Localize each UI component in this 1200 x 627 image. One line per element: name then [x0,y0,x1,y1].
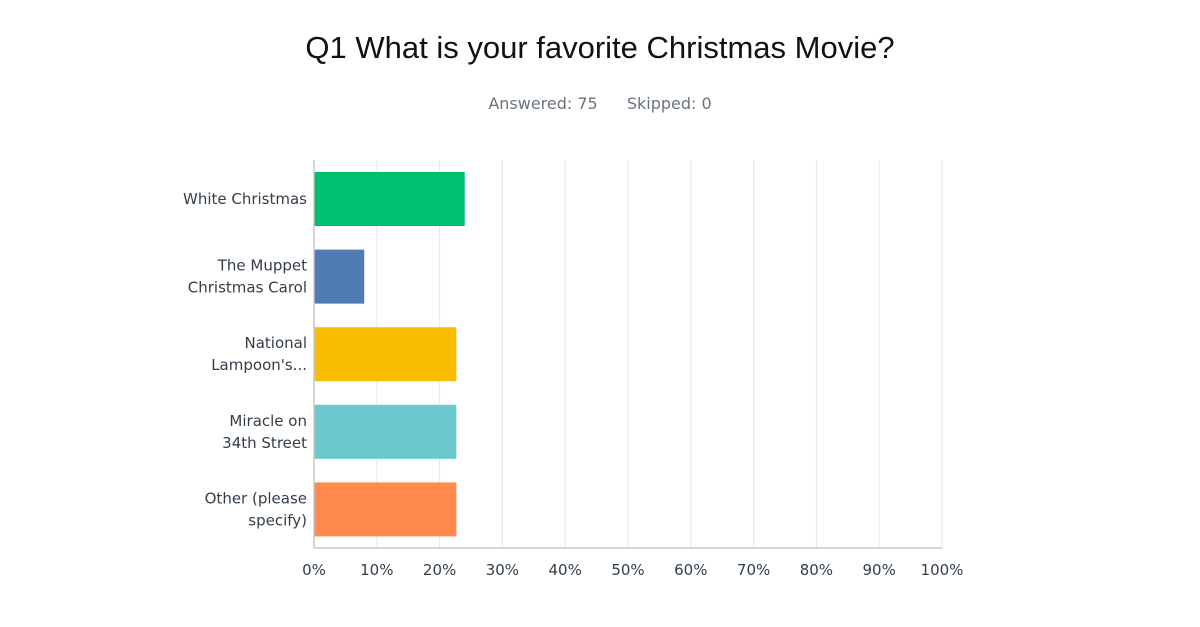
answered-count: Answered: 75 [488,94,598,113]
bar [314,327,457,382]
x-tick-label: 30% [486,561,519,579]
x-tick-label: 60% [674,561,707,579]
category-label: National [244,334,307,352]
category-label: specify) [248,511,307,529]
gridlines [376,160,943,548]
x-tick-label: 20% [423,561,456,579]
axes [313,160,942,549]
bar [314,249,365,304]
response-stats: Answered: 75 Skipped: 0 [0,94,1200,113]
category-label: Lampoon's... [211,356,307,374]
category-label: The Muppet [217,257,307,275]
x-tick-label: 10% [360,561,393,579]
skipped-count: Skipped: 0 [626,94,712,113]
x-tick-label: 50% [611,561,644,579]
category-label: Other (please [205,489,307,507]
category-label: Miracle on [229,412,307,430]
x-tick-label: 40% [549,561,582,579]
chart-title: Q1 What is your favorite Christmas Movie… [305,30,895,65]
category-label: White Christmas [183,190,307,208]
x-tick-label: 90% [863,561,896,579]
x-tick-label: 0% [302,561,326,579]
bars [314,172,465,537]
bar [314,404,457,459]
category-labels: White Christmas The Muppet Christmas Carol… [183,190,307,529]
tick-labels: 0% 10% 20% 30% 40% 50% 60% 70% 80% 90% 100% [302,561,963,579]
category-label: Christmas Carol [188,279,307,297]
bar [314,482,457,537]
category-label: 34th Street [222,434,307,452]
x-tick-label: 100% [921,561,964,579]
x-tick-label: 70% [737,561,770,579]
x-tick-label: 80% [800,561,833,579]
bar [314,172,465,226]
